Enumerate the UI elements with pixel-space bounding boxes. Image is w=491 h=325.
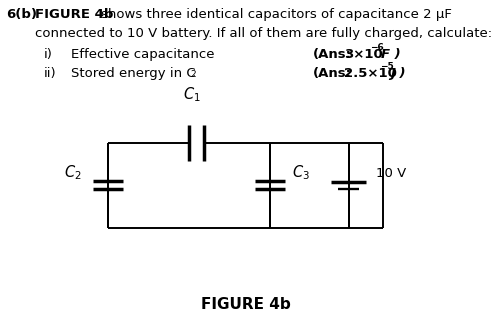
Text: 10 V: 10 V: [376, 167, 406, 180]
Text: 3×10: 3×10: [344, 48, 382, 61]
Text: FIGURE 4b: FIGURE 4b: [35, 8, 114, 21]
Text: FIGURE 4b: FIGURE 4b: [201, 297, 290, 312]
Text: i): i): [44, 48, 53, 61]
Text: Stored energy in C: Stored energy in C: [71, 67, 196, 80]
Text: F ): F ): [381, 48, 400, 61]
Text: −6: −6: [370, 43, 383, 52]
Text: 6(b): 6(b): [6, 8, 37, 21]
Text: −5: −5: [380, 62, 393, 72]
Text: $C_2$: $C_2$: [64, 163, 82, 182]
Text: $C_1$: $C_1$: [183, 85, 200, 104]
Text: $C_3$: $C_3$: [292, 163, 310, 182]
Text: ii): ii): [44, 67, 57, 80]
Text: 2.5×10: 2.5×10: [344, 67, 397, 80]
Text: (Ans:: (Ans:: [313, 67, 352, 80]
Text: (Ans:: (Ans:: [313, 48, 352, 61]
Text: connected to 10 V battery. If all of them are fully charged, calculate:: connected to 10 V battery. If all of the…: [35, 27, 491, 40]
Text: J ): J ): [390, 67, 406, 80]
Text: Effective capacitance: Effective capacitance: [71, 48, 215, 61]
Text: shows three identical capacitors of capacitance 2 μF: shows three identical capacitors of capa…: [101, 8, 452, 21]
Text: 2: 2: [191, 70, 196, 79]
